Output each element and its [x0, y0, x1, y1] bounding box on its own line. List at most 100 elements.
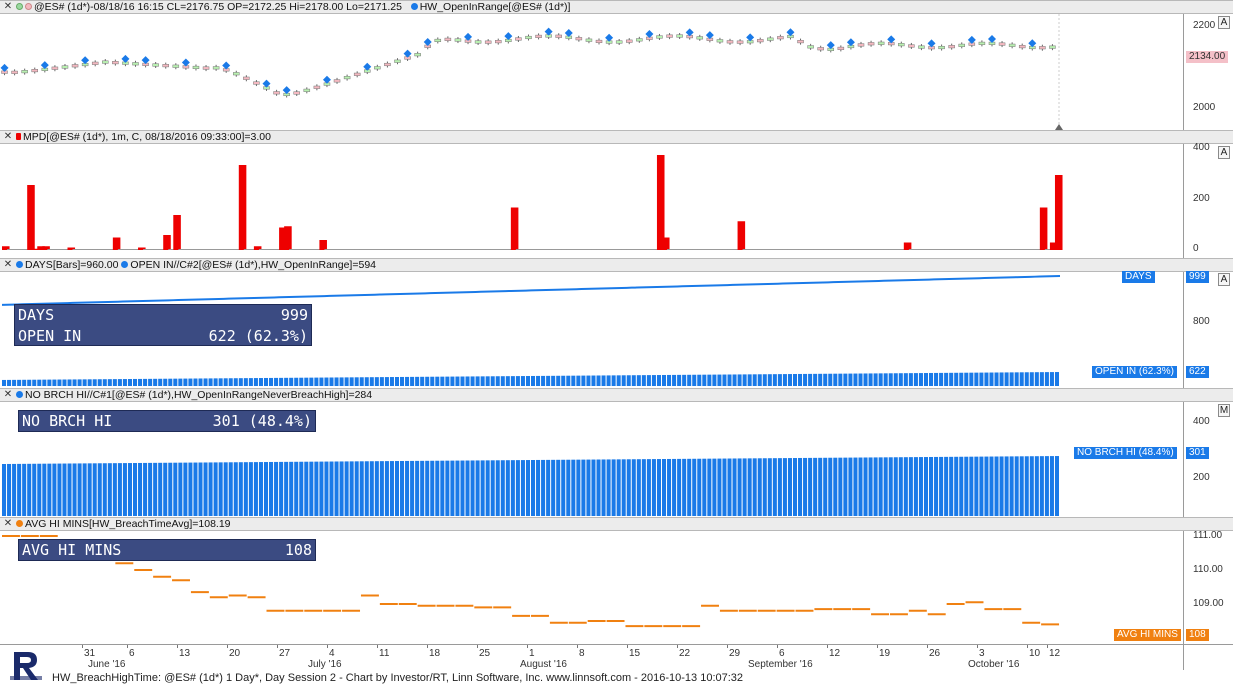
nobrch-bar	[198, 462, 203, 516]
open-in-bar	[309, 377, 314, 386]
mpd-bar	[777, 249, 786, 250]
open-in-bar	[853, 373, 858, 386]
open-in-bar	[284, 377, 289, 386]
open-in-bar	[148, 378, 153, 386]
time-axis[interactable]: 31 6 13 20 27 4 11 18 25 1 8 15 22 29 6 12 19 26 3 10 12 June…	[0, 644, 1183, 670]
mpd-bar	[62, 249, 71, 250]
mpd-bar	[616, 249, 625, 250]
mpd-bar	[425, 249, 433, 250]
mpd-bar	[72, 249, 81, 250]
mpd-bar	[505, 249, 514, 250]
mpd-bar	[929, 249, 937, 250]
nobrch-bar	[490, 460, 495, 516]
nobrch-bar	[480, 460, 485, 516]
open-in-bar	[163, 378, 168, 386]
nobrch-bar	[394, 461, 400, 516]
candle-body	[343, 76, 351, 80]
x-day-label: 12	[1049, 648, 1061, 659]
nobrch-bar	[384, 461, 389, 516]
open-in-bar	[420, 376, 425, 386]
candle-body	[726, 40, 734, 44]
open-in-bar	[228, 378, 233, 386]
mpd-chart[interactable]	[0, 144, 1183, 258]
mpd-series-icon	[16, 132, 21, 140]
candle-body	[61, 65, 69, 69]
nobrch-bar	[77, 463, 82, 516]
open-in-bar	[989, 372, 994, 386]
days-autoscale-button[interactable]: A	[1218, 273, 1230, 286]
nobrch-bar	[132, 463, 138, 516]
close-pane-icon[interactable]: ✕	[3, 518, 13, 529]
nobrch-bar	[848, 457, 853, 516]
open-in-bar	[1039, 372, 1044, 386]
mpd-bar	[918, 249, 927, 250]
mpd-bar	[984, 249, 992, 250]
nobrch-bar	[883, 457, 888, 516]
nobrch-bar	[586, 459, 591, 516]
open-in-bar	[707, 374, 712, 386]
mpd-axis[interactable]	[1183, 144, 1233, 258]
mpd-bar	[455, 249, 463, 250]
bear-candle-icon	[25, 2, 32, 10]
open-in-range-marker	[645, 30, 654, 39]
mpd-bar	[500, 249, 509, 250]
open-in-bar	[969, 372, 974, 386]
nobrch-bar	[989, 456, 994, 516]
bull-candle-icon	[16, 2, 23, 10]
open-in-bar	[7, 379, 12, 386]
open-in-bar	[873, 373, 878, 386]
price-chart[interactable]	[0, 14, 1183, 130]
open-in-bar	[470, 376, 475, 386]
open-in-bar	[505, 376, 510, 386]
open-in-bar	[158, 378, 163, 386]
mpd-bar	[611, 249, 620, 250]
nobrch-bar	[82, 463, 87, 516]
open-in-bar	[908, 373, 913, 386]
avghi-axis[interactable]	[1183, 531, 1233, 644]
nobrch-bar	[687, 458, 692, 516]
close-pane-icon[interactable]: ✕	[3, 259, 13, 270]
mpd-bar	[581, 249, 589, 250]
mpd-bar	[480, 249, 489, 250]
open-in-bar	[490, 376, 495, 386]
candle-body	[575, 37, 583, 41]
mpd-autoscale-button[interactable]: A	[1218, 146, 1230, 159]
mpd-bar	[132, 249, 141, 250]
price-axis[interactable]	[1183, 14, 1233, 130]
nobrch-bar	[92, 463, 97, 516]
open-in-bar	[324, 377, 329, 386]
nobrch-bar	[12, 463, 17, 516]
nobrch-bar	[621, 459, 626, 516]
mpd-bar	[908, 249, 917, 250]
nobrch-bar	[1019, 456, 1024, 516]
open-in-bar	[601, 375, 606, 386]
nobrch-axis[interactable]	[1183, 402, 1233, 518]
nobrch-bar	[238, 462, 243, 516]
nobrch-bar	[450, 460, 455, 516]
open-in-bar	[274, 377, 279, 386]
close-pane-icon[interactable]: ✕	[3, 1, 13, 12]
days-chart[interactable]	[0, 272, 1183, 388]
nobrch-bar	[122, 463, 127, 516]
nobrch-bar	[999, 456, 1004, 516]
mpd-bar	[389, 249, 398, 250]
nobrch-manual-scale-button[interactable]: M	[1218, 404, 1230, 417]
x-month-label: July '16	[308, 659, 342, 670]
days-series-icon	[16, 260, 23, 268]
open-in-bar	[233, 378, 238, 386]
price-autoscale-button[interactable]: A	[1218, 16, 1230, 29]
open-in-range-marker	[826, 41, 835, 50]
open-in-bar	[329, 377, 334, 386]
nobrch-bar	[541, 459, 546, 516]
open-in-bar	[289, 377, 294, 386]
nobrch-bar	[782, 458, 787, 516]
nobrch-chart[interactable]	[0, 402, 1183, 518]
nobrch-bar	[168, 462, 173, 516]
nobrch-bar	[767, 458, 772, 516]
open-in-bar	[949, 372, 954, 386]
close-pane-icon[interactable]: ✕	[3, 131, 13, 142]
nobrch-bar	[485, 460, 490, 516]
close-pane-icon[interactable]: ✕	[3, 389, 13, 400]
mpd-bar	[122, 249, 131, 250]
candle-body	[91, 61, 99, 65]
